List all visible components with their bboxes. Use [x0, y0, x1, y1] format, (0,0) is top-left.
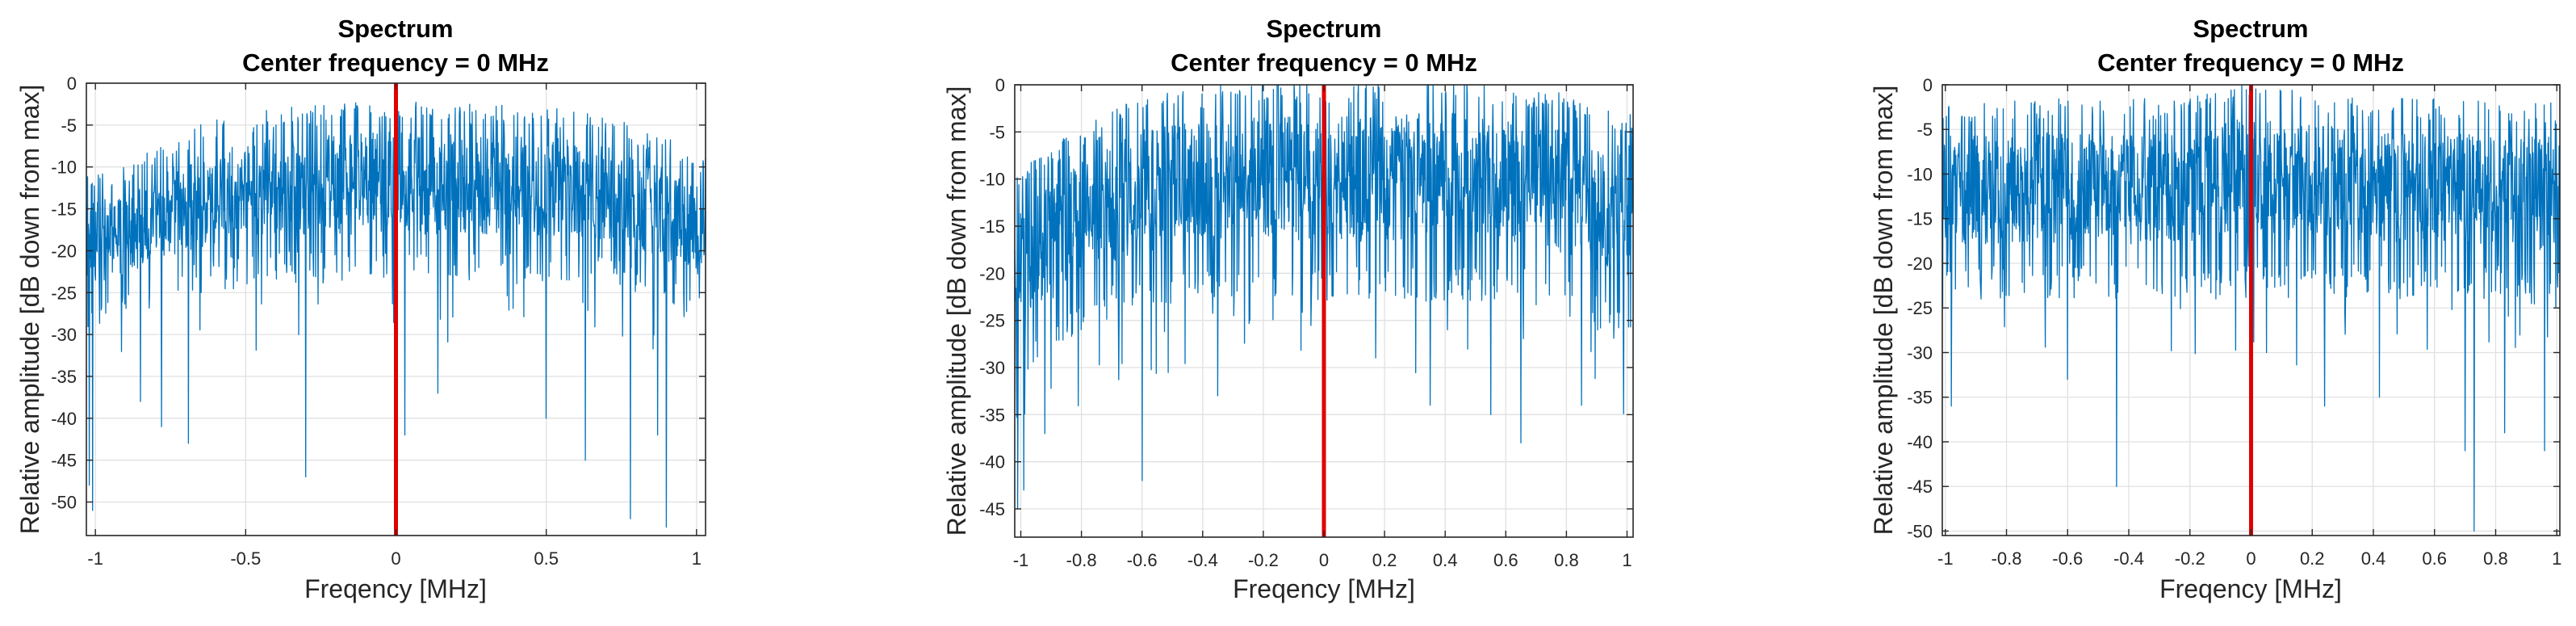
y-axis-label: Relative amplitude [dB down from max] [1869, 86, 1898, 536]
y-tick-label: -15 [1907, 209, 1933, 229]
y-tick-label: -25 [979, 311, 1005, 331]
x-tick-label: 0.6 [1493, 550, 1518, 570]
x-axis-ticks: -1 -0.5 0 0.5 1 [87, 83, 702, 569]
chart-title: Spectrum [2193, 15, 2309, 43]
y-tick-label: -30 [1907, 342, 1933, 363]
y-tick-label: -10 [979, 170, 1005, 190]
x-tick-label: 0.2 [1372, 550, 1397, 570]
x-tick-label: 0.4 [2361, 548, 2386, 569]
x-tick-label: -1 [1013, 550, 1029, 570]
y-tick-label: -5 [61, 116, 77, 136]
chart-title: Spectrum [338, 15, 454, 43]
chart-title: Spectrum [1267, 15, 1382, 43]
x-axis-label: Freqency [MHz] [2159, 574, 2342, 603]
x-axis-ticks: -1 -0.8 -0.6 -0.4 -0.2 0 0.2 0.4 0.6 0.8 1 [1937, 85, 2561, 569]
x-tick-label: 0.8 [1554, 550, 1579, 570]
chart-subtitle: Center frequency = 0 MHz [242, 48, 549, 77]
y-tick-label: -20 [979, 263, 1005, 284]
x-axis-label: Freqency [MHz] [304, 574, 487, 603]
x-tick-label: -0.4 [1187, 550, 1218, 570]
x-tick-label: 0.6 [2422, 548, 2447, 569]
spectrum-panel-3: Spectrum Center frequency = 0 MHz -1 -0.8… [1869, 15, 2561, 603]
y-tick-label: -20 [1907, 254, 1933, 274]
y-tick-label: 0 [67, 74, 77, 94]
x-tick-label: 0.5 [534, 548, 559, 569]
x-tick-label: 0 [2246, 548, 2256, 569]
x-tick-label: -1 [87, 548, 103, 569]
y-tick-label: -40 [979, 452, 1005, 473]
y-axis-label: Relative amplitude [dB down from max] [15, 85, 44, 535]
x-tick-label: -0.6 [1127, 550, 1158, 570]
spectrum-panel-1: Spectrum Center frequency = 0 MHz -1 -0.5… [15, 15, 706, 603]
y-axis-ticks: 0 -5 -10 -15 -20 -25 -30 -35 -40 -45 -50 [51, 74, 706, 513]
x-axis-ticks: -1 -0.8 -0.6 -0.4 -0.2 0 0.2 0.4 0.6 0.8 1 [1013, 85, 1632, 570]
x-tick-label: -0.8 [1066, 550, 1097, 570]
x-tick-label: 1 [2552, 548, 2561, 569]
x-tick-label: -0.8 [1992, 548, 2022, 569]
y-tick-label: -40 [1907, 432, 1933, 452]
x-tick-label: -0.2 [2175, 548, 2205, 569]
chart-subtitle: Center frequency = 0 MHz [2097, 48, 2404, 77]
x-tick-label: -0.5 [230, 548, 261, 569]
y-axis-ticks: 0 -5 -10 -15 -20 -25 -30 -35 -40 -45 [979, 75, 1633, 519]
x-tick-label: -0.6 [2052, 548, 2083, 569]
y-tick-label: -30 [979, 358, 1005, 378]
y-tick-label: 0 [995, 75, 1005, 95]
y-tick-label: -45 [979, 499, 1005, 519]
x-tick-label: 0.2 [2300, 548, 2325, 569]
y-tick-label: -35 [51, 367, 77, 387]
x-tick-label: 1 [1622, 550, 1631, 570]
x-axis-label: Freqency [MHz] [1233, 574, 1415, 603]
x-tick-label: 1 [692, 548, 702, 569]
y-tick-label: -10 [1907, 164, 1933, 184]
x-tick-label: 0.8 [2483, 548, 2508, 569]
y-tick-label: -10 [51, 158, 77, 178]
y-tick-label: -45 [51, 451, 77, 471]
y-tick-label: -15 [979, 216, 1005, 237]
x-tick-label: 0 [1319, 550, 1329, 570]
chart-subtitle: Center frequency = 0 MHz [1171, 48, 1477, 77]
x-tick-label: 0 [391, 548, 400, 569]
y-tick-label: -30 [51, 325, 77, 345]
y-tick-label: -15 [51, 200, 77, 220]
y-axis-label: Relative amplitude [dB down from max] [942, 86, 971, 536]
y-tick-label: -5 [1916, 120, 1933, 140]
y-tick-label: -50 [1907, 521, 1933, 541]
y-tick-label: -50 [51, 493, 77, 513]
y-axis-ticks: 0 -5 -10 -15 -20 -25 -30 -35 -40 -45 -50 [1907, 75, 2560, 541]
y-tick-label: 0 [1923, 75, 1933, 95]
y-tick-label: -35 [979, 405, 1005, 425]
x-tick-label: 0.4 [1433, 550, 1458, 570]
x-tick-label: -1 [1937, 548, 1954, 569]
spectrum-panel-2: Spectrum Center frequency = 0 MHz -1 -0.8… [942, 15, 1634, 603]
y-tick-label: -40 [51, 409, 77, 429]
y-tick-label: -35 [1907, 388, 1933, 408]
y-tick-label: -5 [989, 122, 1005, 142]
y-tick-label: -20 [51, 241, 77, 261]
y-tick-label: -25 [1907, 298, 1933, 318]
x-tick-label: -0.2 [1248, 550, 1279, 570]
x-tick-label: -0.4 [2113, 548, 2144, 569]
y-tick-label: -45 [1907, 477, 1933, 497]
y-tick-label: -25 [51, 283, 77, 303]
